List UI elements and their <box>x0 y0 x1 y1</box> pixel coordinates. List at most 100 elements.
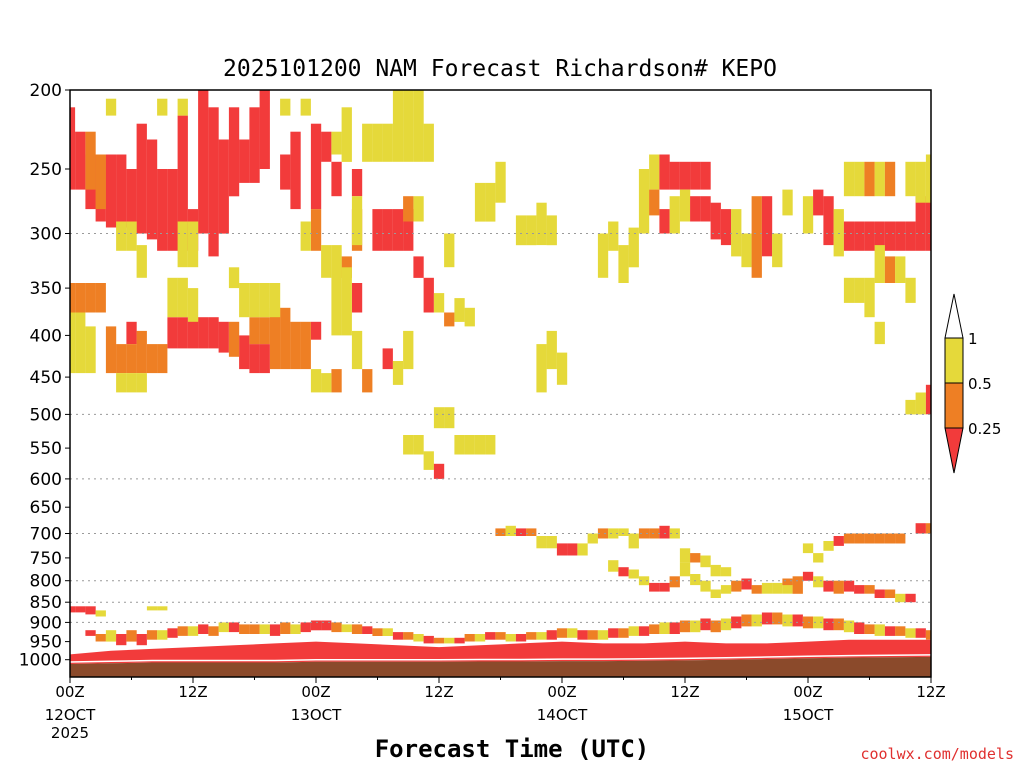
heatmap-cell <box>618 245 629 283</box>
heatmap-cell <box>126 630 137 642</box>
heatmap-cell <box>177 98 188 116</box>
heatmap-cell <box>618 528 629 536</box>
heatmap-cell <box>95 634 106 642</box>
heatmap-cell <box>372 628 383 636</box>
heatmap-cell <box>116 154 127 228</box>
heatmap-cell <box>587 630 598 640</box>
x-tick-label: 00Z <box>55 683 84 701</box>
heatmap-cell <box>526 528 537 536</box>
heatmap-cell <box>105 154 117 228</box>
heatmap-cell <box>669 622 680 634</box>
heatmap-cell <box>433 293 445 313</box>
heatmap-cell <box>679 548 691 563</box>
heatmap-cell <box>341 267 352 336</box>
heatmap-cell <box>556 543 568 556</box>
heatmap-cell <box>679 620 691 633</box>
heatmap-cell <box>177 221 188 268</box>
y-tick-label: 500 <box>30 405 62 425</box>
heatmap-cell <box>802 196 814 234</box>
heatmap-cell <box>649 154 660 190</box>
heatmap-cell <box>157 98 168 116</box>
heatmap-cell <box>126 373 137 393</box>
heatmap-cell <box>700 196 711 222</box>
heatmap-cell <box>546 330 557 370</box>
colorbar-bin-above-1 <box>944 293 964 339</box>
x-axis-label: Forecast Time (UTC) <box>375 735 650 763</box>
heatmap-cell <box>474 435 486 455</box>
heatmap-cell <box>95 154 106 210</box>
heatmap-cell <box>290 624 301 634</box>
heatmap-cell <box>608 221 619 251</box>
y-tick-label: 250 <box>30 160 62 180</box>
heatmap-cell <box>187 626 199 636</box>
heatmap-cell <box>679 189 691 222</box>
heatmap-cell <box>505 525 516 536</box>
heatmap-cell <box>310 321 322 340</box>
heatmap-cell <box>280 307 291 370</box>
y-tick-label: 350 <box>30 279 62 299</box>
heatmap-cell <box>710 202 721 240</box>
heatmap-cell <box>444 312 455 327</box>
heatmap-cell <box>720 618 732 631</box>
heatmap-cell <box>362 369 373 393</box>
heatmap-cell <box>433 637 445 644</box>
x-tick-label: 13OCT <box>291 706 342 724</box>
heatmap-cell <box>843 580 855 592</box>
heatmap-cell <box>751 585 762 594</box>
heatmap-cell <box>833 618 844 631</box>
heatmap-cell <box>290 131 301 210</box>
heatmap-cell <box>167 277 178 318</box>
heatmap-cell <box>403 330 414 370</box>
heatmap-cell <box>300 321 311 370</box>
heatmap-cell <box>526 215 537 246</box>
heatmap-cell <box>116 344 127 374</box>
heatmap-cell <box>813 616 824 629</box>
y-tick-label: 950 <box>30 633 62 653</box>
heatmap-cell <box>700 555 711 568</box>
heatmap-cell <box>321 620 332 631</box>
heatmap-cell <box>546 536 557 549</box>
heatmap-cell <box>628 626 639 636</box>
heatmap-cell <box>167 628 178 638</box>
heatmap-cell <box>782 614 793 627</box>
heatmap-cell <box>126 321 137 345</box>
heatmap-cell <box>515 215 527 246</box>
heatmap-cell <box>495 632 506 640</box>
heatmap-cell <box>710 589 721 598</box>
x-tick-label: 15OCT <box>783 706 834 724</box>
heatmap-cell <box>392 361 404 385</box>
heatmap-cell <box>300 622 311 633</box>
heatmap-cell <box>874 221 885 251</box>
heatmap-cell <box>843 620 855 633</box>
heatmap-cell <box>864 161 875 197</box>
heatmap-cell <box>362 626 373 634</box>
heatmap-cell <box>403 435 414 455</box>
heatmap-cell <box>915 392 926 415</box>
heatmap-cell <box>157 606 168 611</box>
heatmap-cell <box>105 98 117 116</box>
heatmap-cell <box>577 543 588 556</box>
heatmap-cell <box>567 628 578 638</box>
heatmap-cell <box>854 533 865 544</box>
heatmap-cell <box>915 161 926 203</box>
heatmap-cell <box>485 435 496 455</box>
heatmap-cells <box>70 90 931 646</box>
heatmap-cell <box>116 634 127 646</box>
heatmap-cell <box>874 245 885 283</box>
heatmap-cell <box>259 90 270 169</box>
heatmap-cell <box>546 630 557 640</box>
heatmap-cell <box>649 189 660 216</box>
heatmap-cell <box>905 628 916 638</box>
heatmap-cell <box>75 312 86 374</box>
heatmap-cell <box>618 628 629 638</box>
heatmap-cell <box>70 312 76 374</box>
heatmap-cell <box>423 451 434 470</box>
heatmap-cell <box>925 630 931 640</box>
heatmap-cell <box>321 373 332 393</box>
heatmap-cell <box>310 209 322 251</box>
heatmap-cell <box>331 131 342 155</box>
heatmap-cell <box>372 209 383 251</box>
x-tick-label: 00Z <box>301 683 330 701</box>
heatmap-cell <box>85 131 96 190</box>
heatmap-cell <box>884 221 896 251</box>
